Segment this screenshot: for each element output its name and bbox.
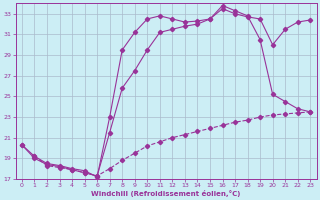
X-axis label: Windchill (Refroidissement éolien,°C): Windchill (Refroidissement éolien,°C) (92, 190, 241, 197)
